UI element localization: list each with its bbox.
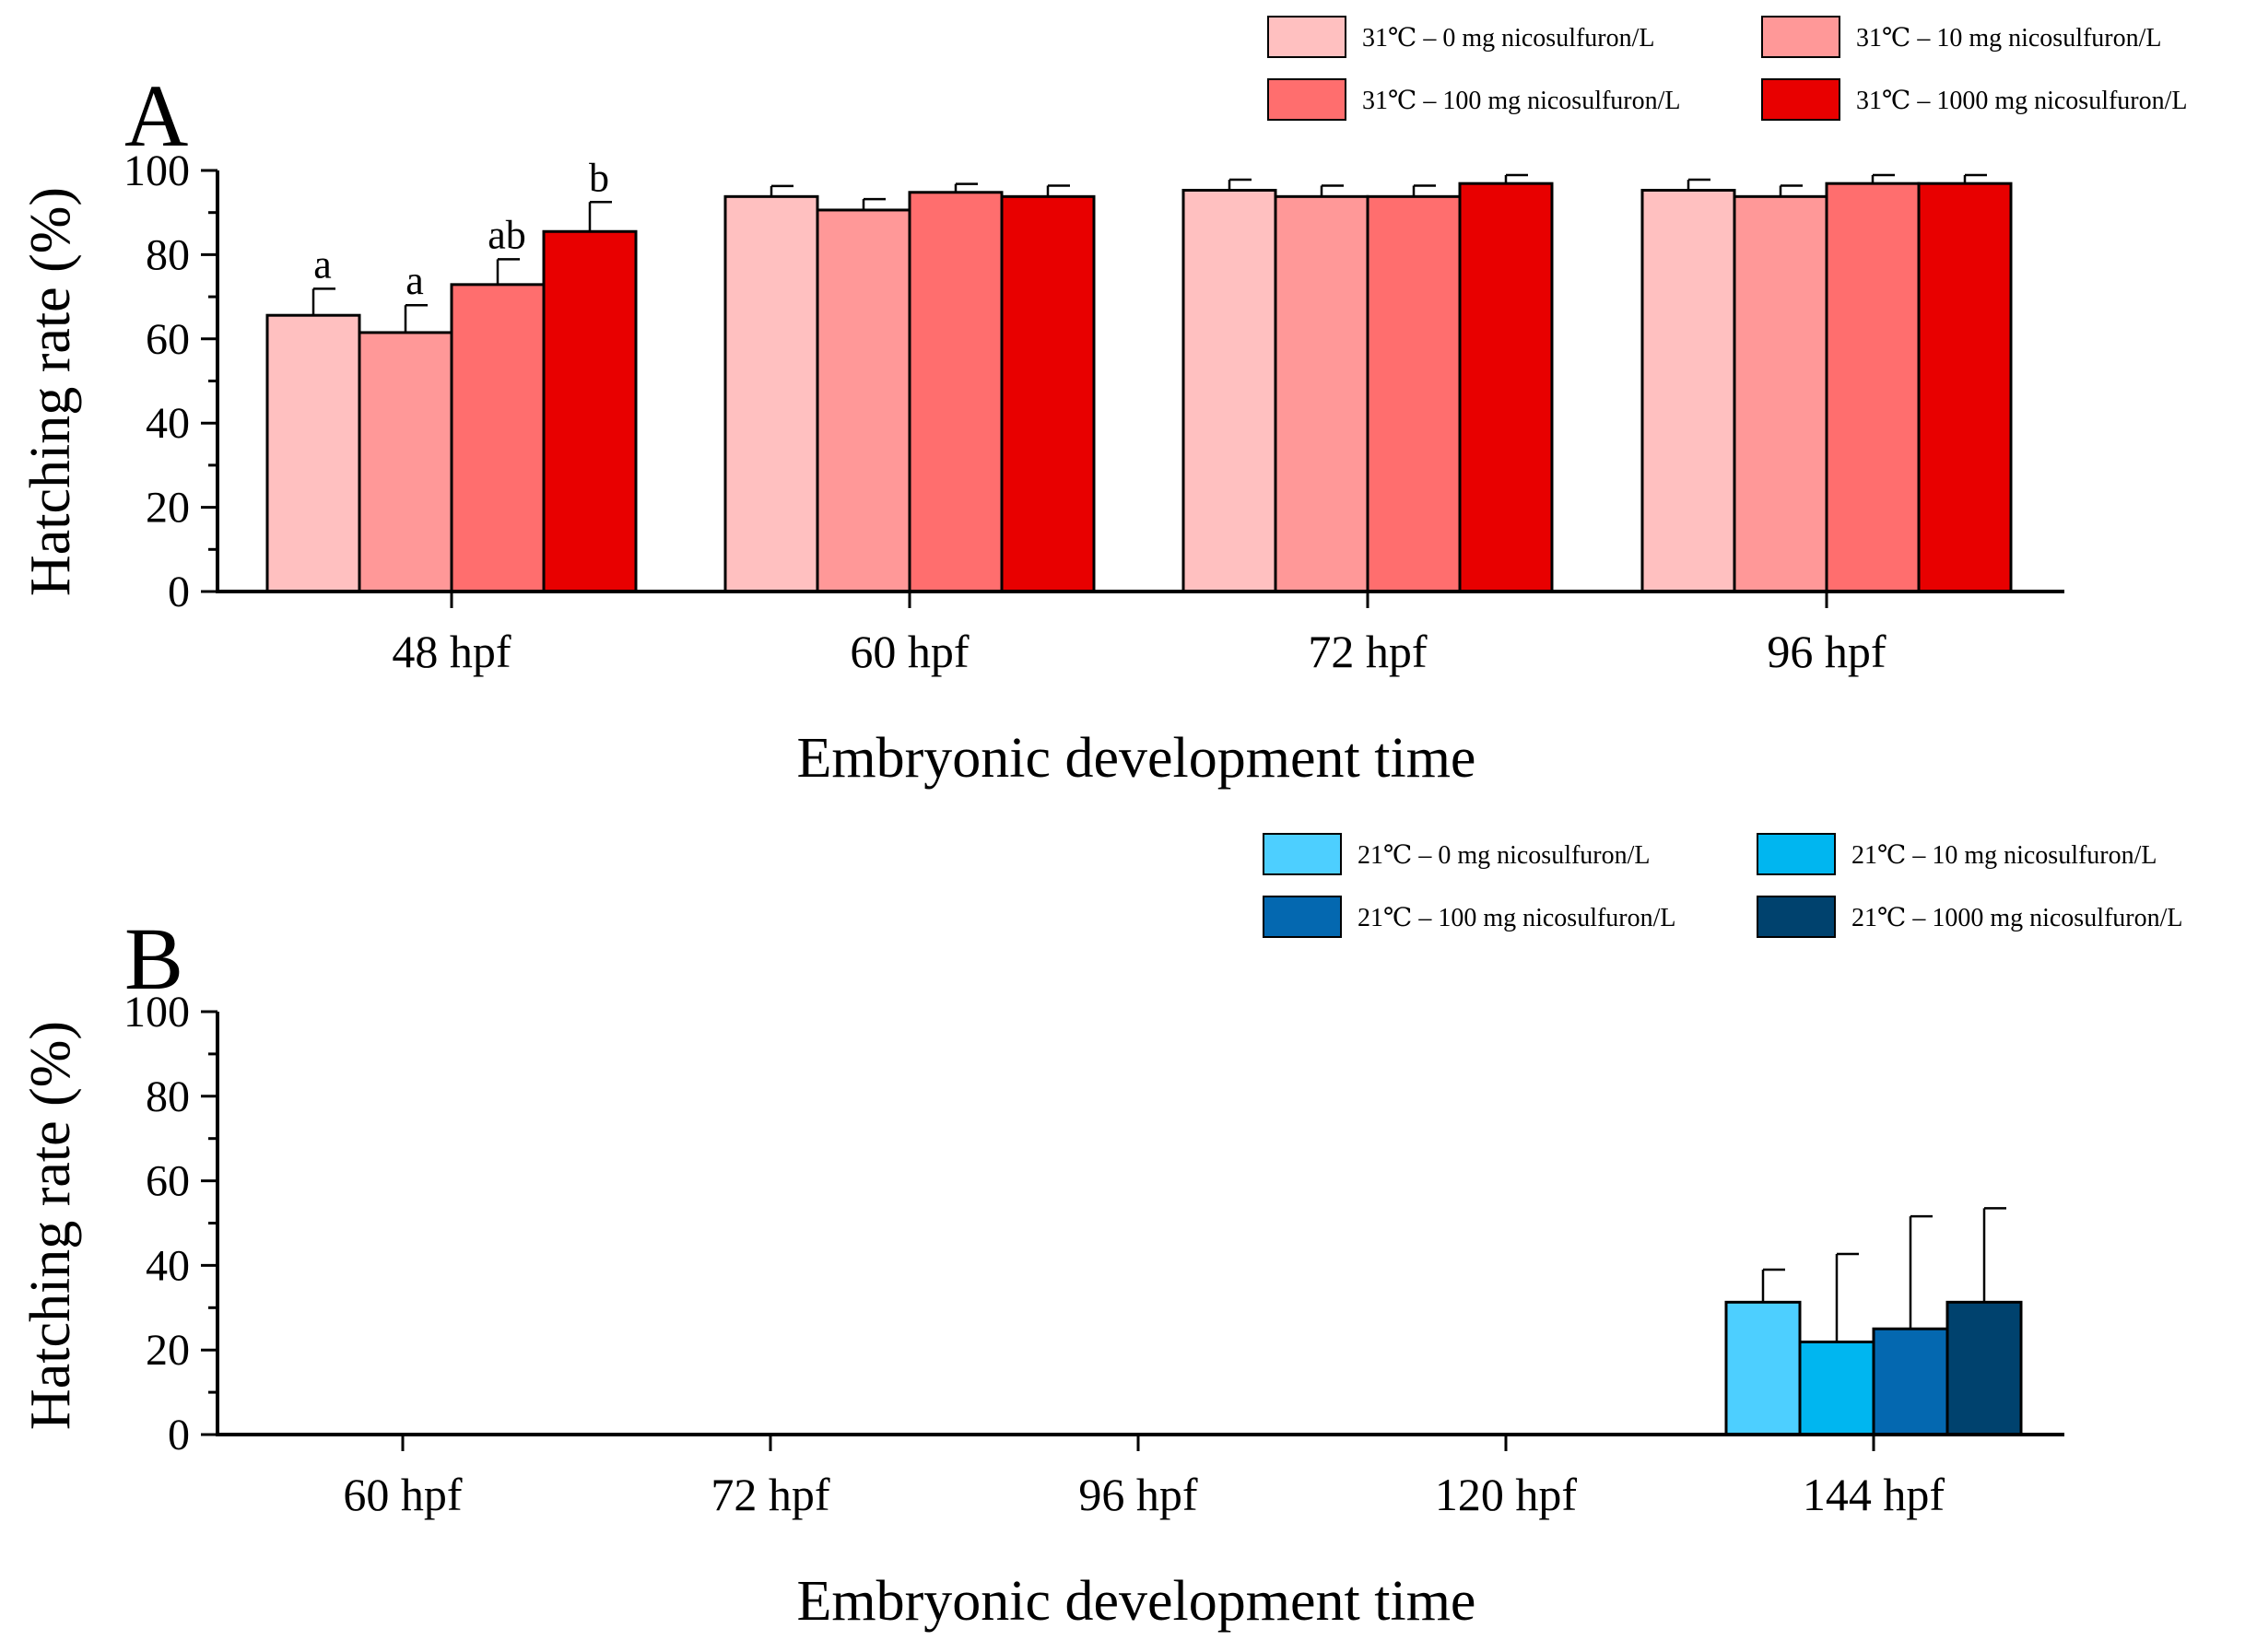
- panel-b-bar-4-3: [1945, 1300, 2023, 1436]
- panel-a-x-category-label: 60 hpf: [850, 626, 970, 677]
- panel-b-y-tick-label: 0: [168, 1411, 190, 1459]
- panel-b-bar-4-0: [1724, 1300, 1802, 1436]
- panel-a-bar-0-1: [358, 331, 453, 593]
- panel-a-legend-label-0: 31℃ – 0 mg nicosulfuron/L: [1362, 24, 1655, 53]
- panel-a-bar-2-1: [1274, 194, 1369, 593]
- panel-a-bar-0-3: [542, 229, 638, 593]
- panel-a-bar-3-0: [1640, 188, 1736, 593]
- panel-b-legend-label-0: 21℃ – 0 mg nicosulfuron/L: [1358, 841, 1651, 870]
- panel-b-y-tick-label: 100: [123, 988, 190, 1037]
- panel-b-y-tick-label: 60: [146, 1157, 190, 1206]
- panel-a-letter: A: [124, 66, 188, 165]
- panel-b-legend-swatch-0: [1263, 833, 1342, 875]
- panel-b-x-category-label: 96 hpf: [1078, 1469, 1198, 1520]
- panel-b-legend-label-1: 21℃ – 10 mg nicosulfuron/L: [1851, 841, 2157, 870]
- panel-a-x-category-label: 48 hpf: [392, 626, 511, 677]
- panel-b-legend-swatch-3: [1757, 896, 1836, 938]
- panel-a-bar-2-2: [1366, 194, 1462, 593]
- panel-a-bar-3-1: [1733, 194, 1828, 593]
- panel-a-bar-1-3: [1000, 194, 1096, 593]
- panel-a-bar-3-3: [1917, 182, 2013, 593]
- panel-b-legend-swatch-1: [1757, 833, 1836, 875]
- panel-a-legend: 31℃ – 0 mg nicosulfuron/L 31℃ – 10 mg nic…: [1267, 16, 2188, 121]
- panel-b-y-axis-title: Hatching rate (%): [19, 1021, 82, 1430]
- panel-b-legend-label-3: 21℃ – 1000 mg nicosulfuron/L: [1851, 904, 2183, 932]
- panel-a-x-axis-title: Embryonic development time: [797, 727, 1476, 790]
- panel-a-legend-label-1: 31℃ – 10 mg nicosulfuron/L: [1856, 24, 2162, 53]
- panel-a-bar-2-0: [1181, 188, 1277, 593]
- panel-a-y-axis-title: Hatching rate (%): [19, 187, 82, 596]
- panel-a: A Hatching rate (%) Embryonic developmen…: [19, 16, 2188, 790]
- panel-b-legend: 21℃ – 0 mg nicosulfuron/L 21℃ – 10 mg nic…: [1263, 833, 2183, 938]
- panel-b-bar-4-2: [1872, 1327, 1949, 1436]
- panel-a-bar-0-2: [450, 283, 546, 593]
- panel-a-bar-1-2: [908, 191, 1004, 593]
- panel-b-x-category-label: 72 hpf: [711, 1469, 830, 1520]
- panel-a-legend-swatch-0: [1267, 16, 1346, 58]
- panel-a-significance-label-0-1: a: [406, 258, 424, 303]
- panel-b-x-category-label: 144 hpf: [1803, 1469, 1945, 1520]
- panel-a-x-category-label: 96 hpf: [1767, 626, 1887, 677]
- panel-a-bar-1-0: [723, 194, 819, 593]
- panel-a-y-tick-label: 100: [123, 146, 190, 195]
- panel-a-bar-2-3: [1458, 182, 1554, 593]
- panel-a-y-tick-label: 80: [146, 230, 190, 279]
- panel-a-significance-label-0-3: b: [589, 155, 609, 200]
- panel-b-bar-4-1: [1798, 1340, 1875, 1436]
- panel-a-legend-swatch-3: [1761, 78, 1840, 121]
- panel-a-bar-0-0: [265, 313, 361, 593]
- panel-b-y-tick-label: 20: [146, 1326, 190, 1375]
- panel-a-legend-swatch-1: [1761, 16, 1840, 58]
- panel-b-x-category-label: 120 hpf: [1435, 1469, 1578, 1520]
- panel-b-letter: B: [124, 909, 183, 1008]
- panel-b-x-category-label: 60 hpf: [343, 1469, 463, 1520]
- panel-b-legend-swatch-2: [1263, 896, 1342, 938]
- panel-b-legend-label-2: 21℃ – 100 mg nicosulfuron/L: [1358, 904, 1676, 932]
- panel-a-y-tick-label: 40: [146, 399, 190, 448]
- panel-b-bars: [1724, 1207, 2023, 1436]
- panel-a-bar-3-2: [1825, 182, 1921, 593]
- panel-a-y-tick-label: 0: [168, 568, 190, 616]
- panel-b-x-axis: 60 hpf 72 hpf 96 hpf 120 hpf 144 hpf: [216, 1433, 2064, 1520]
- panel-a-significance-label-0-2: ab: [488, 212, 526, 257]
- panel-a-significance-label-0-0: a: [313, 241, 332, 287]
- panel-a-y-axis: 0 20 40 60 80 100: [123, 146, 219, 616]
- panel-a-legend-label-2: 31℃ – 100 mg nicosulfuron/L: [1362, 87, 1681, 115]
- panel-b-y-tick-label: 80: [146, 1072, 190, 1121]
- panel-b-y-tick-label: 40: [146, 1241, 190, 1290]
- panel-a-legend-swatch-2: [1267, 78, 1346, 121]
- panel-a-legend-label-3: 31℃ – 1000 mg nicosulfuron/L: [1856, 87, 2188, 115]
- panel-a-x-category-label: 72 hpf: [1308, 626, 1428, 677]
- panel-b-y-axis: 0 20 40 60 80 100: [123, 988, 219, 1459]
- panel-a-bar-1-1: [816, 208, 911, 593]
- panel-a-x-axis: 48 hpf 60 hpf 72 hpf 96 hpf: [216, 590, 2064, 677]
- panel-a-y-tick-label: 20: [146, 484, 190, 533]
- panel-b: B Hatching rate (%) Embryonic developmen…: [19, 833, 2183, 1633]
- panel-a-y-tick-label: 60: [146, 315, 190, 364]
- panel-b-x-axis-title: Embryonic development time: [797, 1570, 1476, 1633]
- panel-a-bars: a a ab b: [265, 155, 2013, 593]
